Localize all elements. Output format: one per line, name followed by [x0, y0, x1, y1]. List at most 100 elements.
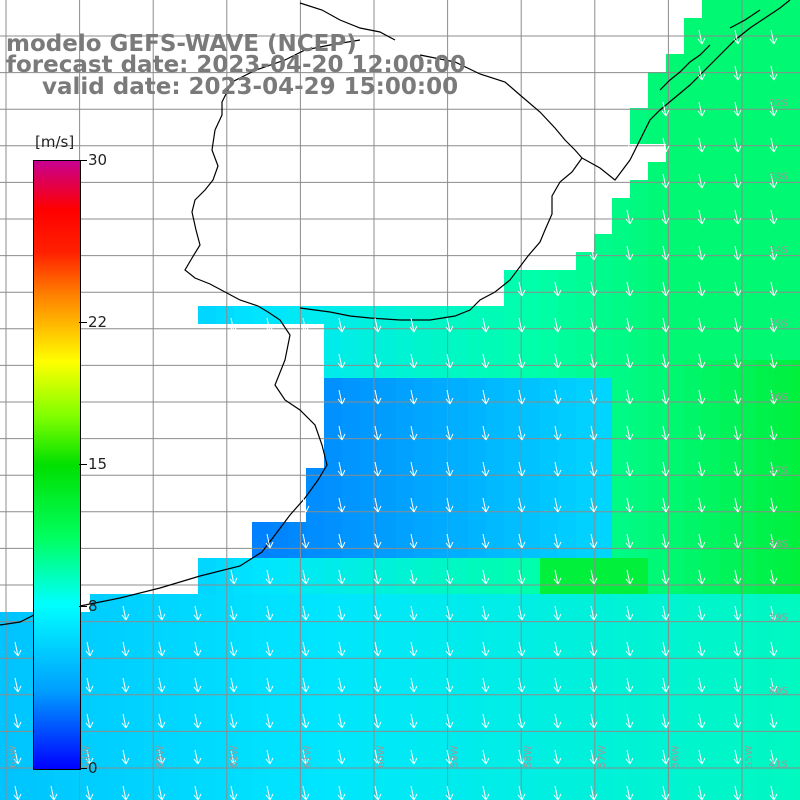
wind-cell: [612, 252, 630, 270]
lat-label: 36S: [769, 392, 788, 403]
wind-cell: [792, 468, 800, 486]
wind-cell: [738, 126, 756, 144]
wind-cell: [378, 396, 396, 414]
wind-cell: [180, 702, 198, 720]
wind-cell: [36, 792, 54, 800]
wind-cell: [468, 738, 486, 756]
wind-cell: [594, 234, 612, 252]
wind-cell: [774, 234, 792, 252]
wind-arrow: [553, 461, 562, 477]
wind-cell: [774, 738, 792, 756]
wind-cell: [738, 414, 756, 432]
wind-cell: [576, 252, 594, 270]
wind-arrow: [337, 785, 346, 800]
wind-arrow: [481, 749, 490, 765]
wind-cell: [396, 756, 414, 774]
wind-cell: [702, 702, 720, 720]
wind-cell: [756, 522, 774, 540]
wind-cell: [522, 396, 540, 414]
wind-arrow: [445, 785, 454, 800]
wind-cell: [432, 666, 450, 684]
wind-cell: [720, 72, 738, 90]
wind-arrow: [553, 389, 562, 405]
wind-cell: [18, 774, 36, 792]
wind-cell: [540, 288, 558, 306]
wind-arrow: [697, 785, 706, 800]
title-valid-date: valid date: 2023-04-29 15:00:00: [42, 74, 459, 100]
wind-cell: [378, 594, 396, 612]
wind-cell: [540, 594, 558, 612]
wind-cell: [684, 198, 702, 216]
wind-arrow: [625, 389, 634, 405]
wind-cell: [756, 666, 774, 684]
wind-cell: [288, 612, 306, 630]
wind-arrow: [733, 101, 742, 117]
wind-cell: [576, 432, 594, 450]
latitude-labels: 32S 33S 34S 35S 36S 37S 38S 39S 40S 41S: [769, 98, 788, 771]
wind-cell: [306, 468, 324, 486]
wind-arrow: [517, 569, 526, 585]
wind-cell: [324, 522, 342, 540]
wind-cell: [756, 558, 774, 576]
wind-cell: [684, 288, 702, 306]
wind-arrow: [229, 677, 238, 693]
wind-cell: [702, 162, 720, 180]
wind-cell: [558, 720, 576, 738]
wind-cell: [432, 612, 450, 630]
wind-cell: [720, 108, 738, 126]
wind-cell: [774, 126, 792, 144]
lat-label: 33S: [769, 172, 788, 183]
wind-cell: [774, 18, 792, 36]
wind-cell: [774, 522, 792, 540]
wind-cell: [612, 414, 630, 432]
wind-cell: [432, 648, 450, 666]
wind-cell: [756, 738, 774, 756]
wind-arrow: [733, 281, 742, 297]
wind-cell: [630, 720, 648, 738]
wind-cell: [666, 684, 684, 702]
wind-cell: [738, 792, 756, 800]
wind-arrow: [769, 713, 778, 729]
wind-cell: [108, 756, 126, 774]
longitude-labels: 65W 64W 63W 62W 61W 60W 59W 58W 57W 56W 55W: [8, 745, 755, 768]
wind-cell: [702, 342, 720, 360]
wind-cell: [684, 342, 702, 360]
wind-arrow: [733, 425, 742, 441]
wind-cell: [684, 630, 702, 648]
wind-cell: [414, 720, 432, 738]
wind-cell: [0, 756, 18, 774]
wind-arrow: [769, 677, 778, 693]
wind-cell: [720, 306, 738, 324]
wind-arrow: [553, 785, 562, 800]
wind-cell: [522, 738, 540, 756]
wind-cell: [720, 666, 738, 684]
wind-cell: [648, 198, 666, 216]
wind-cell: [504, 720, 522, 738]
wind-cell: [792, 648, 800, 666]
wind-cell: [648, 108, 666, 126]
wind-cell: [792, 396, 800, 414]
wind-cell: [162, 702, 180, 720]
wind-cell: [612, 504, 630, 522]
wind-cell: [630, 774, 648, 792]
wind-cell: [684, 162, 702, 180]
wind-cell: [378, 432, 396, 450]
wind-cell: [630, 360, 648, 378]
wind-cell: [756, 702, 774, 720]
wind-cell: [612, 378, 630, 396]
wind-cell: [558, 396, 576, 414]
wind-arrow: [697, 353, 706, 369]
lon-label: 60W: [376, 745, 387, 768]
wind-arrow: [373, 425, 382, 441]
wind-cell: [612, 468, 630, 486]
wind-cell: [108, 648, 126, 666]
wind-cell: [756, 432, 774, 450]
wind-cell: [234, 648, 252, 666]
wind-cell: [198, 648, 216, 666]
wind-arrow: [697, 641, 706, 657]
wind-cell: [288, 756, 306, 774]
wind-cell: [774, 396, 792, 414]
wind-cell: [756, 252, 774, 270]
wind-cell: [612, 648, 630, 666]
